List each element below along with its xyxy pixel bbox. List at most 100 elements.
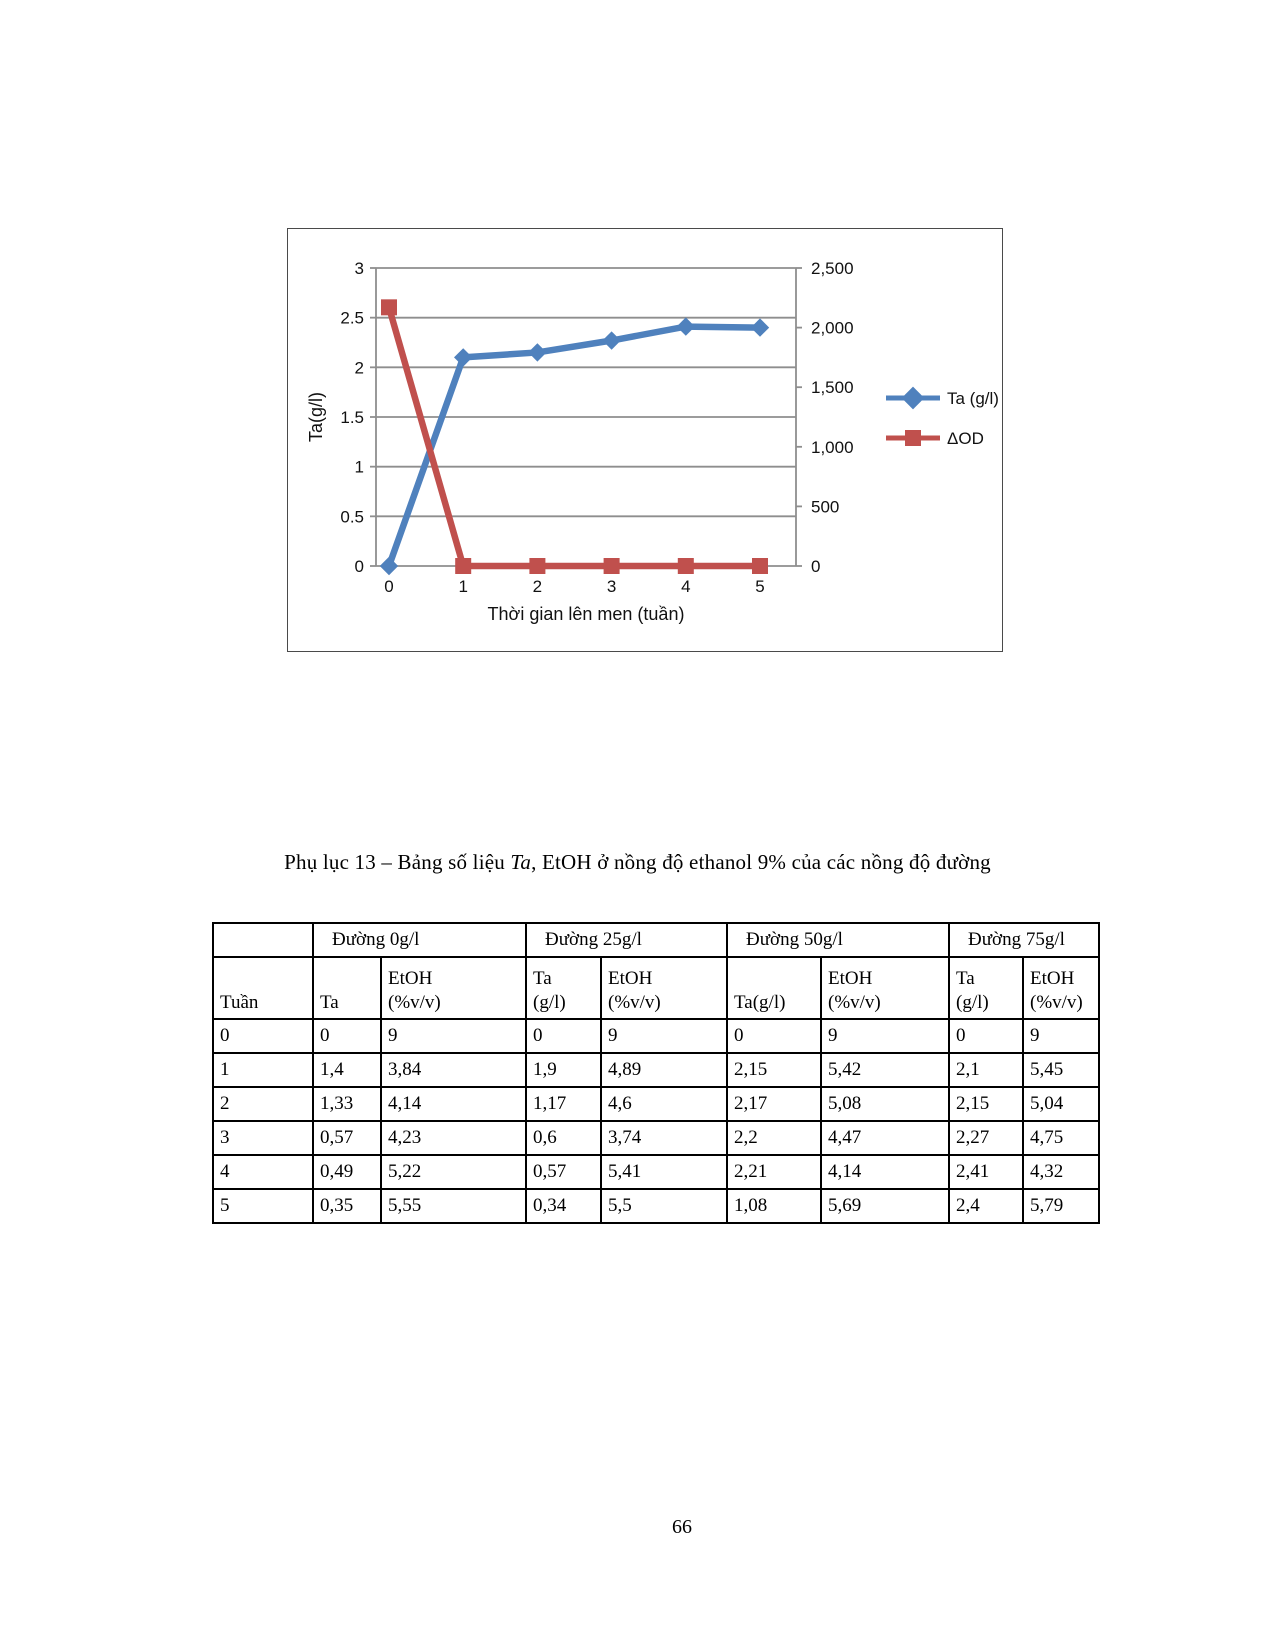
data-table: Đường 0g/l Đường 25g/l Đường 50g/l Đường… [212, 922, 1100, 1224]
table-cell: 4,23 [380, 1120, 527, 1156]
left-axis-tick-label: 0.5 [340, 507, 364, 526]
col-header-ta-0: Ta [312, 956, 382, 1020]
table-cell: 5,41 [600, 1154, 728, 1190]
table-cell: 0,57 [312, 1120, 382, 1156]
left-axis-tick-label: 0 [355, 557, 364, 576]
col-header-etoh-25: EtOH (%v/v) [600, 956, 728, 1020]
table-cell: 5 [212, 1188, 314, 1224]
caption-text: Phụ lục 13 – Bảng số liệu [284, 850, 511, 874]
right-axis-tick-label: 2,000 [811, 319, 854, 338]
table-cell: 3,84 [380, 1052, 527, 1088]
x-axis-tick-label: 2 [533, 577, 542, 596]
caption-text-tail: , EtOH ở nồng độ ethanol 9% của các nồng… [531, 850, 991, 874]
table-header-row: Tuần Ta EtOH (%v/v) Ta (g/l) EtOH (%v/v)… [212, 956, 1100, 1020]
x-axis-title: Thời gian lên men (tuần) [488, 604, 685, 624]
table-cell: 5,08 [820, 1086, 950, 1122]
table-cell: 9 [380, 1018, 527, 1054]
diamond-marker [528, 343, 547, 362]
table-cell: 5,45 [1022, 1052, 1100, 1088]
group-header-duong-25: Đường 25g/l [525, 922, 728, 958]
chart-frame: 3 2.5 2 1.5 1 0.5 0 2,500 2,000 1,500 1,000 500 0 0 1 2… [287, 228, 1003, 652]
table-row: 5 0,35 5,55 0,34 5,5 1,08 5,69 2,4 5,79 [212, 1188, 1100, 1224]
table-row: 3 0,57 4,23 0,6 3,74 2,2 4,47 2,27 4,75 [212, 1120, 1100, 1156]
figure-caption: Phụ lục 13 – Bảng số liệu Ta, EtOH ở nồn… [0, 850, 1275, 875]
right-axis-tick-label: 2,500 [811, 259, 854, 278]
group-header-blank [212, 922, 314, 958]
table-cell: 2,2 [726, 1120, 822, 1156]
diamond-marker [676, 317, 695, 336]
x-axis-tick-label: 4 [681, 577, 690, 596]
legend-diamond-marker [901, 386, 925, 410]
right-axis-tick-label: 1,000 [811, 438, 854, 457]
table-cell: 4,75 [1022, 1120, 1100, 1156]
table-cell: 1,08 [726, 1188, 822, 1224]
chart-canvas: 3 2.5 2 1.5 1 0.5 0 2,500 2,000 1,500 1,000 500 0 0 1 2… [306, 259, 999, 624]
square-marker [455, 558, 472, 574]
table-cell: 3,74 [600, 1120, 728, 1156]
table-cell: 0,6 [525, 1120, 602, 1156]
table-cell: 2 [212, 1086, 314, 1122]
diamond-marker [379, 556, 399, 576]
table-cell: 5,79 [1022, 1188, 1100, 1224]
table-cell: 0,35 [312, 1188, 382, 1224]
x-axis-tick-label: 0 [384, 577, 393, 596]
legend-square-marker [905, 430, 921, 446]
table-cell: 9 [820, 1018, 950, 1054]
left-axis-tick-label: 1 [355, 458, 364, 477]
left-axis-tick-label: 1.5 [340, 408, 364, 427]
legend-label: Ta (g/l) [947, 389, 999, 408]
table-cell: 5,55 [380, 1188, 527, 1224]
table-cell: 0 [312, 1018, 382, 1054]
table-cell: 2,15 [726, 1052, 822, 1088]
table-cell: 2,15 [948, 1086, 1024, 1122]
x-axis-tick-label: 1 [458, 577, 467, 596]
table-group-header-row: Đường 0g/l Đường 25g/l Đường 50g/l Đường… [212, 922, 1100, 958]
col-header-etoh-0: EtOH (%v/v) [380, 956, 527, 1020]
table-cell: 0 [948, 1018, 1024, 1054]
series-line-1 [385, 306, 760, 570]
group-header-duong-50: Đường 50g/l [726, 922, 950, 958]
col-header-etoh-75: EtOH (%v/v) [1022, 956, 1100, 1020]
table-row: 2 1,33 4,14 1,17 4,6 2,17 5,08 2,15 5,04 [212, 1086, 1100, 1122]
table-cell: 9 [1022, 1018, 1100, 1054]
x-axis-tick-label: 3 [607, 577, 616, 596]
table-cell: 0,34 [525, 1188, 602, 1224]
table-cell: 4,6 [600, 1086, 728, 1122]
left-axis-tick-label: 3 [355, 259, 364, 278]
square-marker [529, 558, 546, 574]
table-cell: 1,17 [525, 1086, 602, 1122]
diamond-marker [454, 348, 473, 367]
square-marker [752, 558, 768, 574]
table-cell: 1,33 [312, 1086, 382, 1122]
col-header-ta-75: Ta (g/l) [948, 956, 1024, 1020]
table-cell: 2,21 [726, 1154, 822, 1190]
table-cell: 4,14 [820, 1154, 950, 1190]
table-cell: 5,42 [820, 1052, 950, 1088]
series-line-0 [385, 323, 761, 568]
table-cell: 5,5 [600, 1188, 728, 1224]
table-cell: 4,89 [600, 1052, 728, 1088]
col-header-etoh-50: EtOH (%v/v) [820, 956, 950, 1020]
col-header-ta-50: Ta(g/l) [726, 956, 822, 1020]
caption-italic-term: Ta [510, 850, 532, 874]
right-axis-tick-label: 1,500 [811, 378, 854, 397]
table-cell: 0 [726, 1018, 822, 1054]
table-cell: 2,1 [948, 1052, 1024, 1088]
table-cell: 5,69 [820, 1188, 950, 1224]
legend-label: ΔOD [947, 429, 984, 448]
table-cell: 2,27 [948, 1120, 1024, 1156]
table-cell: 0,57 [525, 1154, 602, 1190]
x-axis-tick-label: 5 [755, 577, 764, 596]
table-cell: 1,4 [312, 1052, 382, 1088]
table-cell: 4 [212, 1154, 314, 1190]
col-header-ta-25: Ta (g/l) [525, 956, 602, 1020]
data-table-container: Đường 0g/l Đường 25g/l Đường 50g/l Đường… [212, 922, 1100, 1224]
table-cell: 0 [525, 1018, 602, 1054]
diamond-marker [750, 318, 770, 337]
table-cell: 1 [212, 1052, 314, 1088]
left-axis-tick-label: 2.5 [340, 309, 364, 328]
table-cell: 4,47 [820, 1120, 950, 1156]
table-cell: 0 [212, 1018, 314, 1054]
